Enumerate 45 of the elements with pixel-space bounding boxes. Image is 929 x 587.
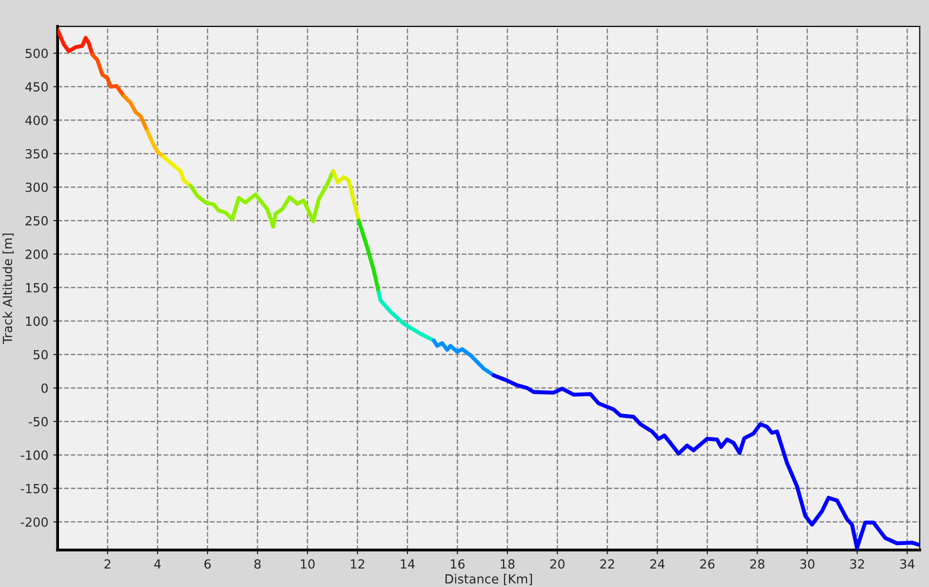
x-tick-label: 4	[154, 559, 161, 569]
line-series	[492, 373, 920, 550]
line-series	[122, 94, 150, 133]
x-tick-label: 12	[350, 559, 364, 569]
line-series	[162, 155, 192, 188]
x-tick-label: 18	[500, 559, 514, 569]
y-tick-label: -200	[20, 517, 48, 527]
y-tick-label: 500	[26, 48, 48, 58]
y-tick-label: -150	[20, 484, 48, 494]
y-tick-label: 350	[26, 149, 48, 159]
line-series	[188, 169, 336, 229]
line-series	[331, 169, 361, 223]
line-series	[432, 338, 496, 378]
line-series	[90, 52, 126, 98]
x-tick-label: 20	[550, 559, 564, 569]
x-axis-title: Distance [Km]	[446, 574, 532, 586]
line-series	[58, 28, 94, 56]
y-tick-label: -50	[28, 416, 48, 426]
line-series	[145, 128, 166, 159]
y-tick-label: 200	[26, 250, 48, 259]
y-tick-label: 300	[26, 182, 48, 192]
y-tick-label: 0	[41, 383, 48, 393]
x-tick-label: 10	[300, 559, 315, 569]
x-tick-label: 14	[400, 559, 415, 569]
x-tick-label: 16	[450, 559, 465, 569]
x-tick-label: 6	[204, 559, 211, 569]
x-tick-label: 8	[254, 559, 261, 569]
x-tick-label: 28	[750, 559, 764, 569]
x-tick-label: 24	[650, 559, 665, 569]
y-tick-label: 50	[34, 350, 48, 360]
x-tick-label: 32	[850, 559, 864, 569]
line-series	[376, 290, 436, 342]
y-tick-label: 150	[26, 283, 48, 292]
y-tick-label: 400	[25, 116, 48, 126]
y-tick-label: -100	[20, 450, 48, 460]
x-tick-label: 22	[600, 559, 614, 569]
y-axis-title: Track Altitude [m]	[2, 234, 14, 344]
x-tick-label: 30	[800, 559, 814, 569]
x-tick-label: 2	[104, 559, 110, 569]
x-tick-label: 34	[900, 559, 914, 569]
y-tick-label: 100	[26, 316, 48, 326]
y-tick-label: 450	[25, 82, 48, 92]
x-tick-label: 26	[700, 559, 714, 569]
y-tick-label: 250	[26, 216, 48, 226]
line-series	[356, 218, 381, 294]
